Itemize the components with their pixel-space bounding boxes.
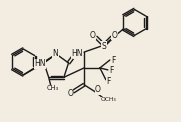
Text: O: O	[95, 85, 101, 94]
Text: O: O	[73, 50, 79, 59]
Text: O: O	[112, 31, 118, 40]
Text: F: F	[107, 77, 111, 86]
Text: F: F	[112, 56, 116, 65]
Text: F: F	[110, 66, 114, 75]
Text: S: S	[102, 42, 106, 51]
Text: O: O	[67, 89, 73, 98]
Text: N: N	[52, 49, 58, 58]
Text: O: O	[90, 31, 96, 40]
Text: CH₃: CH₃	[47, 85, 59, 91]
Text: OCH₃: OCH₃	[101, 97, 117, 102]
Text: HN: HN	[71, 49, 83, 58]
Text: HN: HN	[34, 59, 46, 68]
